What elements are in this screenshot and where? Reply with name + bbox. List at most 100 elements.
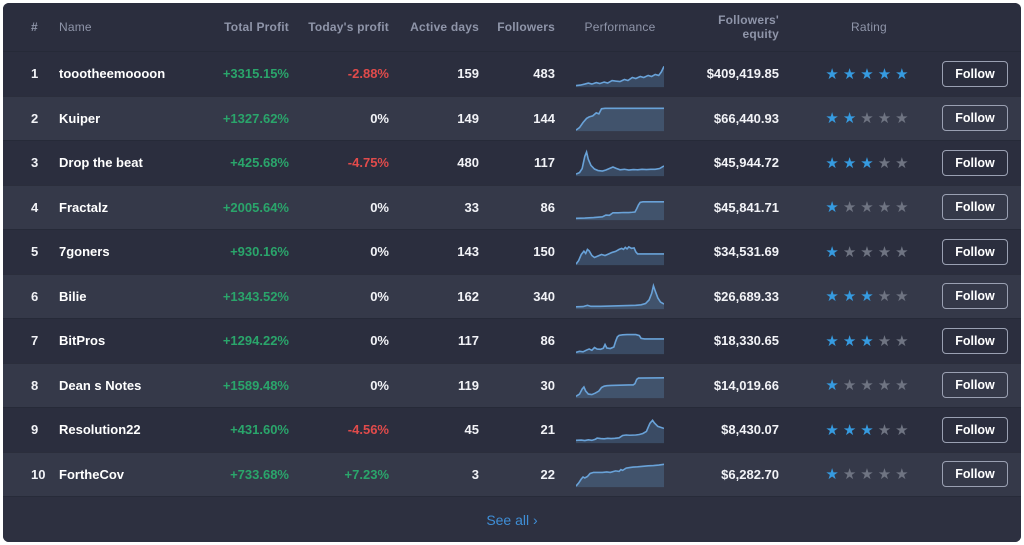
trader-row[interactable]: 1 toootheemoooon +3315.15% -2.88% 159 48… (3, 51, 1021, 96)
trader-row[interactable]: 4 Fractalz +2005.64% 0% 33 86 $45,841.71… (3, 184, 1021, 229)
rank-cell: 9 (31, 422, 39, 438)
header-total-profit: Total Profit (224, 20, 289, 34)
trader-row[interactable]: 7 BitPros +1294.22% 0% 117 86 $18,330.65… (3, 318, 1021, 363)
trader-row[interactable]: 9 Resolution22 +431.60% -4.56% 45 21 $8,… (3, 407, 1021, 452)
name-cell[interactable]: toootheemoooon (59, 66, 166, 82)
star-icon: ★ (860, 110, 878, 128)
performance-sparkline-chart (576, 416, 664, 443)
equity-cell: $409,419.85 (706, 66, 779, 82)
star-icon: ★ (895, 466, 913, 484)
star-icon: ★ (860, 154, 878, 172)
star-icon: ★ (842, 288, 861, 306)
follow-cell: Follow (929, 60, 1021, 87)
follow-button[interactable]: Follow (942, 461, 1008, 488)
star-icon: ★ (877, 466, 896, 484)
rank-cell: 1 (31, 66, 39, 82)
rating-stars: ★★★★★ (809, 109, 929, 127)
follow-button[interactable]: Follow (942, 327, 1008, 354)
followers-cell: 483 (533, 66, 555, 82)
performance-cell (561, 60, 679, 88)
follow-button[interactable]: Follow (942, 194, 1008, 221)
follow-cell: Follow (929, 194, 1021, 221)
rating-stars: ★★★★★ (809, 65, 929, 83)
today-profit-cell: -4.56% (347, 422, 389, 438)
performance-sparkline-chart (576, 238, 664, 265)
name-cell[interactable]: BitPros (59, 333, 106, 349)
rank-cell: 2 (31, 110, 39, 126)
header-rating: Rating (851, 20, 887, 34)
equity-cell: $6,282.70 (721, 466, 779, 482)
follow-button[interactable]: Follow (942, 105, 1008, 132)
active-days-cell: 3 (471, 466, 479, 482)
total-profit-cell: +431.60% (230, 422, 289, 438)
performance-cell (561, 416, 679, 444)
follow-cell: Follow (929, 149, 1021, 176)
name-cell[interactable]: Drop the beat (59, 155, 143, 171)
star-icon: ★ (842, 421, 861, 439)
header-followers: Followers (497, 20, 555, 34)
performance-sparkline-chart (576, 104, 664, 132)
performance-cell (561, 104, 679, 132)
performance-cell (561, 149, 679, 177)
total-profit-cell: +425.68% (230, 155, 289, 171)
today-profit-cell: 0% (370, 110, 389, 126)
star-icon: ★ (860, 65, 878, 83)
name-cell[interactable]: Kuiper (59, 110, 101, 126)
performance-sparkline-chart (576, 193, 664, 221)
star-icon: ★ (877, 421, 896, 439)
name-cell[interactable]: Bilie (59, 288, 87, 304)
followers-cell: 117 (534, 155, 555, 171)
name-cell[interactable]: FortheCov (59, 466, 124, 482)
star-icon: ★ (895, 288, 913, 306)
trader-row[interactable]: 8 Dean s Notes +1589.48% 0% 119 30 $14,0… (3, 362, 1021, 407)
rating-stars: ★★★★★ (809, 198, 929, 216)
star-icon: ★ (842, 377, 861, 395)
name-cell[interactable]: 7goners (59, 244, 110, 260)
performance-cell (561, 460, 679, 488)
followers-cell: 86 (540, 199, 555, 215)
active-days-cell: 33 (464, 199, 479, 215)
follow-button[interactable]: Follow (942, 238, 1008, 265)
see-all-link[interactable]: See all › (486, 511, 538, 528)
star-icon: ★ (842, 199, 861, 217)
star-icon: ★ (860, 332, 878, 350)
star-icon: ★ (825, 65, 843, 83)
header-name: Name (59, 20, 92, 34)
active-days-cell: 117 (458, 333, 479, 349)
today-profit-cell: 0% (370, 377, 389, 393)
name-cell[interactable]: Dean s Notes (59, 377, 142, 393)
star-icon: ★ (825, 377, 843, 395)
rating-stars: ★★★★★ (809, 243, 929, 261)
follow-button[interactable]: Follow (942, 372, 1008, 399)
follow-button[interactable]: Follow (942, 60, 1008, 87)
star-icon: ★ (825, 466, 843, 484)
trader-row[interactable]: 10 FortheCov +733.68% +7.23% 3 22 $6,282… (3, 451, 1021, 496)
performance-sparkline-chart (576, 371, 664, 399)
performance-sparkline-chart (576, 327, 664, 354)
equity-cell: $34,531.69 (713, 244, 779, 260)
rating-stars: ★★★★★ (809, 465, 929, 483)
name-cell[interactable]: Resolution22 (59, 422, 141, 438)
trader-row[interactable]: 6 Bilie +1343.52% 0% 162 340 $26,689.33 … (3, 273, 1021, 318)
star-icon: ★ (860, 243, 878, 261)
equity-cell: $26,689.33 (713, 288, 779, 304)
follow-button[interactable]: Follow (942, 283, 1008, 310)
rank-cell: 7 (31, 333, 39, 349)
follow-button[interactable]: Follow (942, 416, 1008, 443)
follow-cell: Follow (929, 461, 1021, 488)
star-icon: ★ (877, 288, 896, 306)
trader-row[interactable]: 3 Drop the beat +425.68% -4.75% 480 117 … (3, 140, 1021, 185)
performance-sparkline-chart (576, 60, 664, 87)
star-icon: ★ (842, 65, 861, 83)
header-today-profit: Today's profit (308, 20, 389, 34)
follow-button[interactable]: Follow (942, 149, 1008, 176)
trader-row[interactable]: 5 7goners +930.16% 0% 143 150 $34,531.69… (3, 229, 1021, 274)
name-cell[interactable]: Fractalz (59, 199, 109, 215)
today-profit-cell: 0% (370, 244, 389, 260)
trader-row[interactable]: 2 Kuiper +1327.62% 0% 149 144 $66,440.93… (3, 95, 1021, 140)
total-profit-cell: +930.16% (230, 244, 289, 260)
rating-stars: ★★★★★ (809, 287, 929, 305)
rating-stars: ★★★★★ (809, 154, 929, 172)
active-days-cell: 480 (457, 155, 479, 171)
active-days-cell: 162 (457, 288, 479, 304)
